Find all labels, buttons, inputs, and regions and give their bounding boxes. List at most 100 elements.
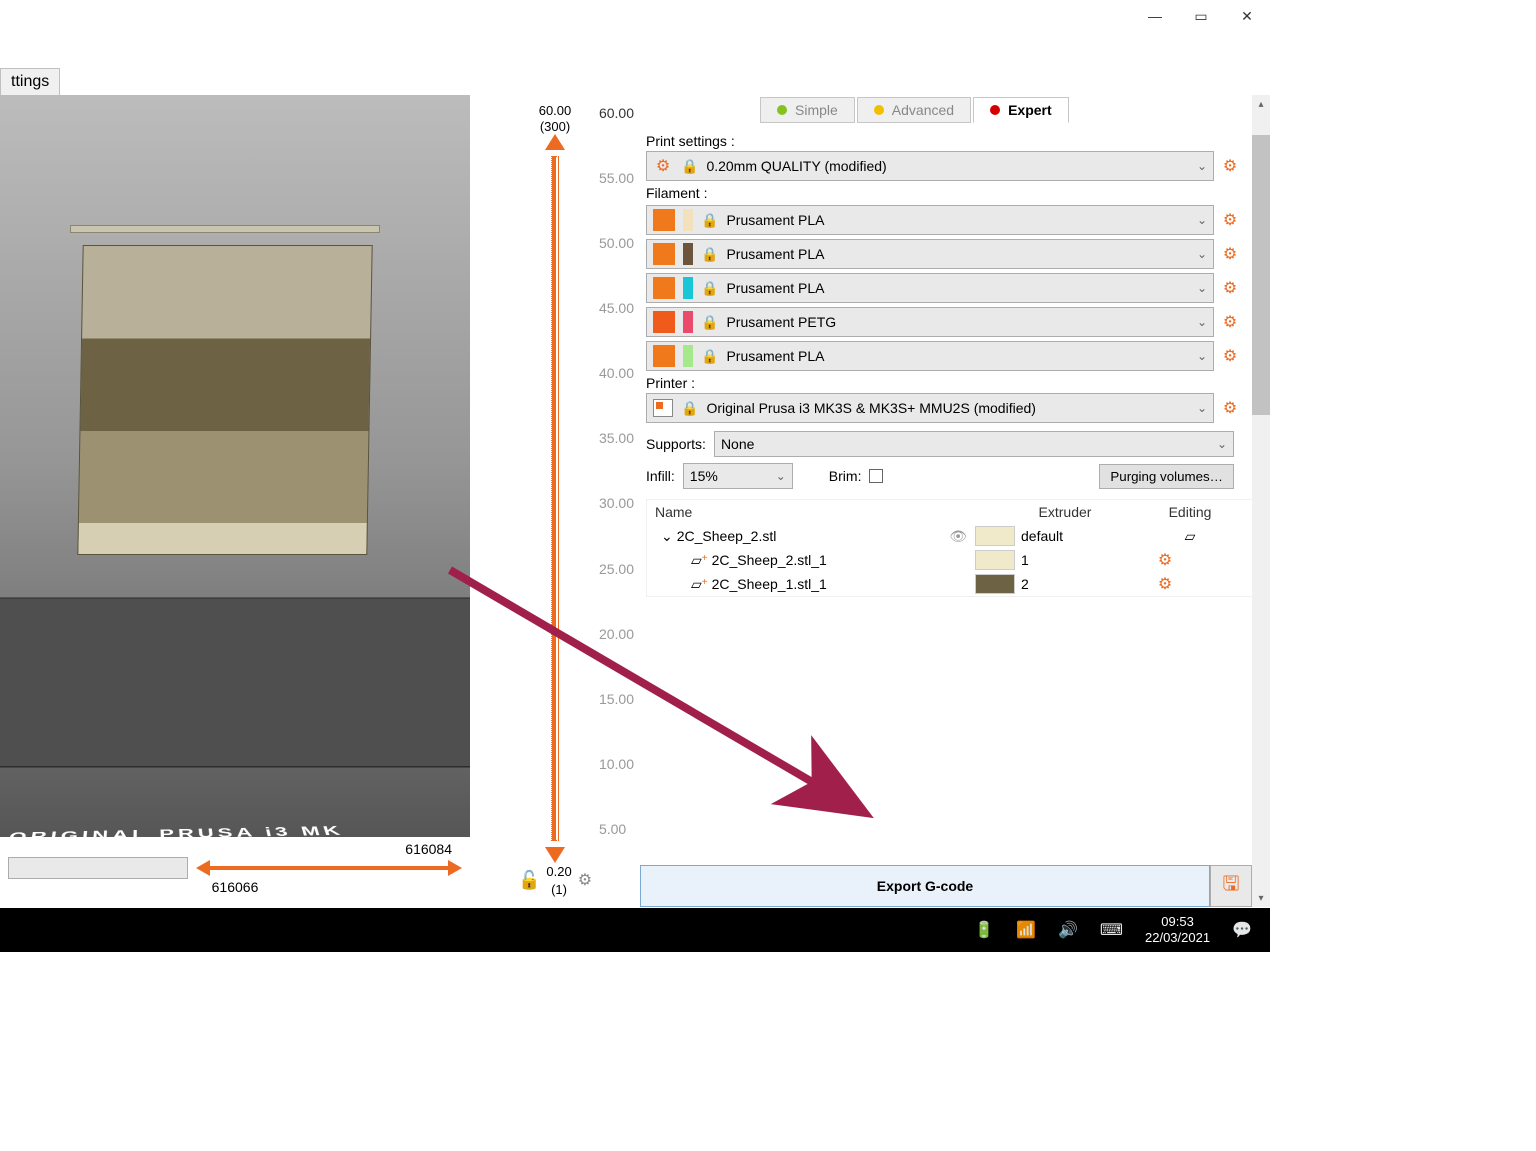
filament-value: Prusament PETG	[726, 314, 836, 330]
filament-dropdown[interactable]: 🔒 Prusament PLA ⌄	[646, 205, 1214, 235]
window-close-button[interactable]: ✕	[1224, 0, 1270, 32]
purging-volumes-button[interactable]: Purging volumes…	[1099, 464, 1234, 489]
chevron-down-icon: ⌄	[1197, 247, 1207, 261]
extruder-label: 1	[1021, 552, 1029, 568]
export-gcode-button[interactable]: Export G-code	[640, 865, 1210, 907]
supports-dropdown[interactable]: None ⌄	[714, 431, 1234, 457]
mode-tab-label: Simple	[795, 102, 838, 118]
filament-dropdown[interactable]: 🔒 Prusament PLA ⌄	[646, 341, 1214, 371]
lock-icon: 🔒	[701, 314, 718, 331]
filament-swatch-icon	[683, 209, 693, 231]
keyboard-icon[interactable]: ⌨	[1100, 920, 1123, 940]
mode-tab-expert[interactable]: Expert	[973, 97, 1069, 123]
extruder-label: default	[1021, 528, 1063, 544]
lock-icon: 🔒	[701, 246, 718, 263]
3d-viewport[interactable]: ORIGINAL PRUSA i3 MK by Josef 616084 616…	[0, 95, 470, 907]
chevron-down-icon: ⌄	[1197, 159, 1207, 173]
object-list: Name Extruder Editing ⌄ 2C_Sheep_2.stl 👁…	[646, 499, 1264, 597]
infill-label: Infill:	[646, 468, 675, 484]
slider-caret-up-icon[interactable]	[545, 134, 565, 150]
expert-dot-icon	[990, 105, 1000, 115]
gear-icon[interactable]: ⚙	[1155, 574, 1175, 594]
printer-value: Original Prusa i3 MK3S & MK3S+ MMU2S (mo…	[706, 400, 1036, 416]
mode-tab-simple[interactable]: Simple	[760, 97, 855, 123]
print-bed	[0, 598, 470, 768]
settings-gear-icon[interactable]: ⚙	[1220, 398, 1240, 418]
object-row[interactable]: ▱+ 2C_Sheep_2.stl_1 1 ⚙	[647, 548, 1233, 572]
printer-label: Printer :	[646, 375, 1240, 391]
object-name: 2C_Sheep_2.stl_1	[712, 552, 827, 568]
chevron-down-icon: ⌄	[1197, 213, 1207, 227]
lock-icon: 🔒	[681, 158, 698, 175]
model-part	[70, 225, 380, 233]
horizontal-layer-slider[interactable]	[196, 860, 462, 876]
supports-value: None	[721, 436, 754, 452]
scroll-up-icon[interactable]: ▴	[1252, 95, 1270, 113]
simple-dot-icon	[777, 105, 787, 115]
supports-label: Supports:	[646, 436, 706, 452]
filament-swatch-icon	[653, 209, 675, 231]
settings-gear-icon[interactable]: ⚙	[1220, 156, 1240, 176]
filament-value: Prusament PLA	[726, 348, 824, 364]
window-minimize-button[interactable]: —	[1132, 0, 1178, 32]
settings-gear-icon[interactable]: ⚙	[1220, 210, 1240, 230]
vertical-layer-slider[interactable]: 60.00 (300) 🔓 0.20 (1) ⚙ 60.0055.0050.00…	[470, 95, 640, 907]
settings-gear-icon[interactable]: ⚙	[1220, 312, 1240, 332]
filament-dropdown[interactable]: 🔒 Prusament PETG ⌄	[646, 307, 1214, 337]
filament-value: Prusament PLA	[726, 246, 824, 262]
tab-settings[interactable]: ttings	[0, 68, 60, 96]
object-name: 2C_Sheep_2.stl	[677, 528, 777, 544]
settings-gear-icon[interactable]: ⚙	[1220, 244, 1240, 264]
lock-icon: 🔒	[701, 348, 718, 365]
wifi-icon[interactable]: 📶	[1016, 920, 1036, 940]
slider-bottom-index: (1)	[546, 881, 571, 899]
print-settings-label: Print settings :	[646, 133, 1240, 149]
battery-icon[interactable]: 🔋	[974, 920, 994, 940]
filament-dropdown[interactable]: 🔒 Prusament PLA ⌄	[646, 239, 1214, 269]
filament-dropdown[interactable]: 🔒 Prusament PLA ⌄	[646, 273, 1214, 303]
scrollbar[interactable]: ▴ ▾	[1252, 95, 1270, 907]
export-to-sd-button[interactable]: 🖫	[1210, 865, 1252, 907]
mode-tab-advanced[interactable]: Advanced	[857, 97, 971, 123]
brim-checkbox[interactable]	[869, 469, 883, 483]
slider-lock-icon[interactable]: 🔓	[518, 868, 540, 893]
mode-tab-label: Expert	[1008, 102, 1052, 118]
chevron-down-icon: ⌄	[1197, 281, 1207, 295]
lock-icon: 🔒	[701, 280, 718, 297]
view-dropdown[interactable]	[8, 857, 188, 879]
extruder-swatch[interactable]	[975, 574, 1015, 594]
settings-gear-icon[interactable]: ⚙	[1220, 346, 1240, 366]
filament-swatch-icon	[653, 311, 675, 333]
printer-icon	[653, 399, 673, 417]
chevron-down-icon: ⌄	[1197, 401, 1207, 415]
scroll-thumb[interactable]	[1252, 135, 1270, 415]
print-settings-dropdown[interactable]: ⚙ 🔒 0.20mm QUALITY (modified) ⌄	[646, 151, 1214, 181]
filament-swatch-icon	[653, 243, 675, 265]
scroll-down-icon[interactable]: ▾	[1252, 889, 1270, 907]
brim-label: Brim:	[829, 468, 862, 484]
object-row[interactable]: ⌄ 2C_Sheep_2.stl 👁 default ▱	[647, 524, 1233, 548]
extruder-swatch[interactable]	[975, 526, 1015, 546]
notification-icon[interactable]: 💬	[1232, 920, 1252, 940]
col-editing: Editing	[1155, 504, 1225, 520]
settings-gear-icon[interactable]: ⚙	[1220, 278, 1240, 298]
volume-icon[interactable]: 🔊	[1058, 920, 1078, 940]
right-settings-panel: ▴ ▾ Simple Advanced Expert Print setting…	[640, 95, 1270, 907]
taskbar-clock[interactable]: 09:53 22/03/2021	[1145, 914, 1210, 945]
print-settings-value: 0.20mm QUALITY (modified)	[706, 158, 886, 174]
clock-date: 22/03/2021	[1145, 930, 1210, 946]
slider-settings-icon[interactable]: ⚙	[578, 870, 592, 892]
expand-icon[interactable]: ⌄	[661, 528, 673, 545]
infill-dropdown[interactable]: 15% ⌄	[683, 463, 793, 489]
slider-caret-down-icon[interactable]	[545, 847, 565, 863]
visibility-icon[interactable]: 👁	[949, 528, 967, 545]
printer-dropdown[interactable]: 🔒 Original Prusa i3 MK3S & MK3S+ MMU2S (…	[646, 393, 1214, 423]
part-icon: ▱+	[691, 552, 708, 569]
window-maximize-button[interactable]: ▭	[1178, 0, 1224, 32]
object-row[interactable]: ▱+ 2C_Sheep_1.stl_1 2 ⚙	[647, 572, 1233, 596]
clock-time: 09:53	[1145, 914, 1210, 930]
edit-icon[interactable]: ▱	[1185, 528, 1196, 544]
windows-taskbar[interactable]: 🔋 📶 🔊 ⌨ 09:53 22/03/2021 💬	[0, 908, 1270, 952]
extruder-swatch[interactable]	[975, 550, 1015, 570]
gear-icon[interactable]: ⚙	[1155, 550, 1175, 570]
